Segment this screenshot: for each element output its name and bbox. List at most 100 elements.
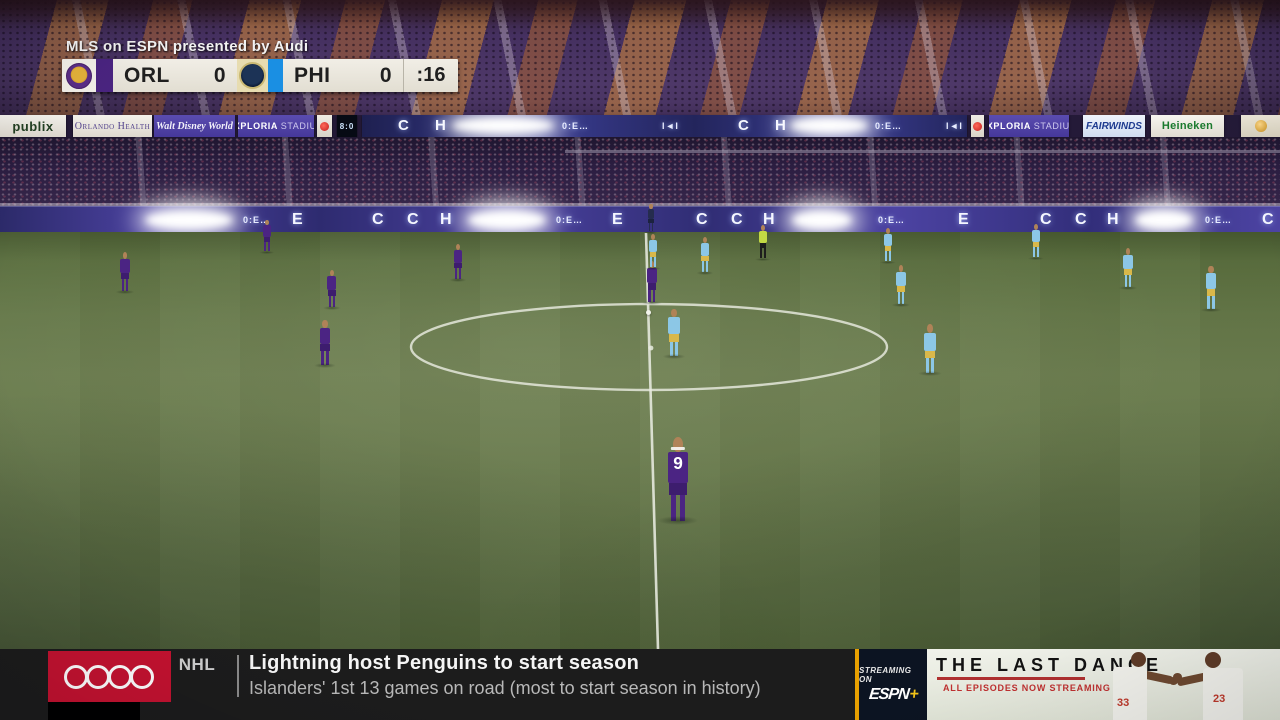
led-letter: E xyxy=(612,211,623,228)
home-team-color-bar xyxy=(96,59,113,92)
led-letter: C xyxy=(1075,211,1087,228)
led-letter: E xyxy=(958,211,969,228)
ad-board-exploria-stadium: EXPLORIA STADIUM xyxy=(238,115,314,137)
ad-board-gold-logo xyxy=(1241,115,1280,137)
led-letter: E xyxy=(292,211,303,228)
basketball-player-jordan: 23 xyxy=(1173,649,1280,720)
led-letter: H xyxy=(775,117,786,134)
led-letter: H xyxy=(435,117,446,134)
promo-title: THE LAST DANCE xyxy=(936,655,1163,675)
match-clock: :16 xyxy=(403,59,458,92)
player-orl xyxy=(449,244,467,282)
player-orl xyxy=(115,252,135,294)
home-team-score: 0 xyxy=(213,63,226,87)
ticker-divider xyxy=(237,655,239,697)
stand-walkway xyxy=(565,150,1280,153)
led-light-bloom xyxy=(468,211,546,229)
player-phi xyxy=(696,237,714,275)
scoreboard: ORL 0 PHI 0 :16 xyxy=(62,59,458,92)
player-phi xyxy=(918,324,942,376)
away-team-color-bar xyxy=(268,59,283,92)
away-team-abbr: PHI xyxy=(294,63,331,87)
led-letter: C xyxy=(1262,211,1274,228)
led-glyph-text: 0:E… xyxy=(1205,215,1233,225)
broadcast-tagline: MLS on ESPN presented by Audi xyxy=(66,38,309,55)
ad-board-led-ribbon: C H 0:E… I◄I C H 0:E… I◄I xyxy=(362,115,967,137)
ticker-black-strip xyxy=(48,702,140,720)
led-letter: C xyxy=(407,211,419,228)
player-phi xyxy=(879,228,897,264)
led-glyph-text: 0:E… xyxy=(556,215,584,225)
ad-board-exploria-stadium-2: EXPLORIA STADIUM xyxy=(989,115,1069,137)
home-team-abbr: ORL xyxy=(124,63,170,87)
last-dance-promo: THE LAST DANCE ALL EPISODES NOW STREAMIN… xyxy=(927,649,1280,720)
ticker-subline: Islanders' 1st 13 games on road (most to… xyxy=(249,678,761,698)
player-orl: 9 xyxy=(657,437,699,525)
bottom-line-ticker: NHL Lightning host Penguins to start sea… xyxy=(0,649,1280,720)
led-letter: H xyxy=(763,211,775,228)
led-light-bloom xyxy=(792,211,852,229)
led-glyph-text: I◄I xyxy=(946,121,963,131)
ad-board-publix: Publix xyxy=(0,115,66,137)
ad-board-mini-led: 8:0 xyxy=(337,115,357,137)
led-light-bloom xyxy=(1135,211,1193,229)
score-bug: MLS on ESPN presented by Audi ORL 0 PHI … xyxy=(62,38,458,92)
player-phi xyxy=(644,234,662,270)
promo-accent-bar xyxy=(855,649,859,720)
led-light-bloom xyxy=(452,118,554,133)
led-letter: H xyxy=(440,211,452,228)
ad-board-red-logo xyxy=(317,115,332,137)
player-orl xyxy=(259,220,275,254)
espn-plus-panel: STREAMING ON ESPN+ xyxy=(859,649,927,720)
ad-board-disney-world: Walt Disney World xyxy=(154,115,235,137)
led-glyph-text: 0:E… xyxy=(878,215,906,225)
promo-subtitle: ALL EPISODES NOW STREAMING xyxy=(943,683,1111,693)
led-light-bloom xyxy=(790,118,868,133)
ad-board-orlando-health: Orlando Health xyxy=(73,115,152,137)
orlando-city-logo-icon xyxy=(62,59,96,92)
philadelphia-union-logo-icon xyxy=(237,59,268,92)
away-score-cell: PHI 0 xyxy=(283,59,403,92)
soccer-pitch xyxy=(0,232,1280,650)
player-phi xyxy=(1027,224,1045,260)
ticker-headline: Lightning host Penguins to start season xyxy=(249,652,640,674)
led-letter: C xyxy=(696,211,708,228)
led-letter: C xyxy=(738,117,749,134)
player-orl xyxy=(322,270,342,310)
ad-board-fairwinds: FAIRWINDS xyxy=(1083,115,1145,137)
led-letter: H xyxy=(1107,211,1119,228)
streaming-on-label: STREAMING ON xyxy=(859,665,912,684)
led-glyph-text: 0:E… xyxy=(243,215,271,225)
led-glyph-text: 0:E… xyxy=(562,121,590,131)
player-phi xyxy=(891,265,911,307)
led-letter: C xyxy=(372,211,384,228)
player-phi xyxy=(1118,248,1138,290)
pitchside-rail xyxy=(0,203,1280,206)
soccer-ball xyxy=(646,310,651,315)
lower-bowl-crowd xyxy=(0,137,1280,206)
player-phi xyxy=(662,309,686,359)
basketball-player-pippen: 33 xyxy=(1095,649,1185,720)
ad-board-heineken: Heineken xyxy=(1151,115,1224,137)
ad-board-red-logo-2 xyxy=(971,115,984,137)
field-led-board: 0:E… E C C H 0:E… E C C H 0:E… E C C H 0:E… C xyxy=(0,206,1280,233)
led-light-bloom xyxy=(145,211,233,229)
led-glyph-text: I◄I xyxy=(662,121,679,131)
espn-plus-logo-icon: ESPN+ xyxy=(867,685,919,703)
audi-sponsor-logo-icon xyxy=(48,651,171,702)
led-letter: C xyxy=(1040,211,1052,228)
away-team-score: 0 xyxy=(379,63,392,87)
ticker-league-label: NHL xyxy=(178,655,216,674)
player-ref xyxy=(754,225,772,261)
led-letter: C xyxy=(731,211,743,228)
player-dark xyxy=(644,204,658,234)
home-score-cell: ORL 0 xyxy=(113,59,237,92)
led-glyph-text: 0:E… xyxy=(875,121,903,131)
promo-underline xyxy=(937,677,1085,680)
led-letter: C xyxy=(398,117,409,134)
player-phi xyxy=(1200,266,1222,312)
player-orl xyxy=(313,320,337,368)
